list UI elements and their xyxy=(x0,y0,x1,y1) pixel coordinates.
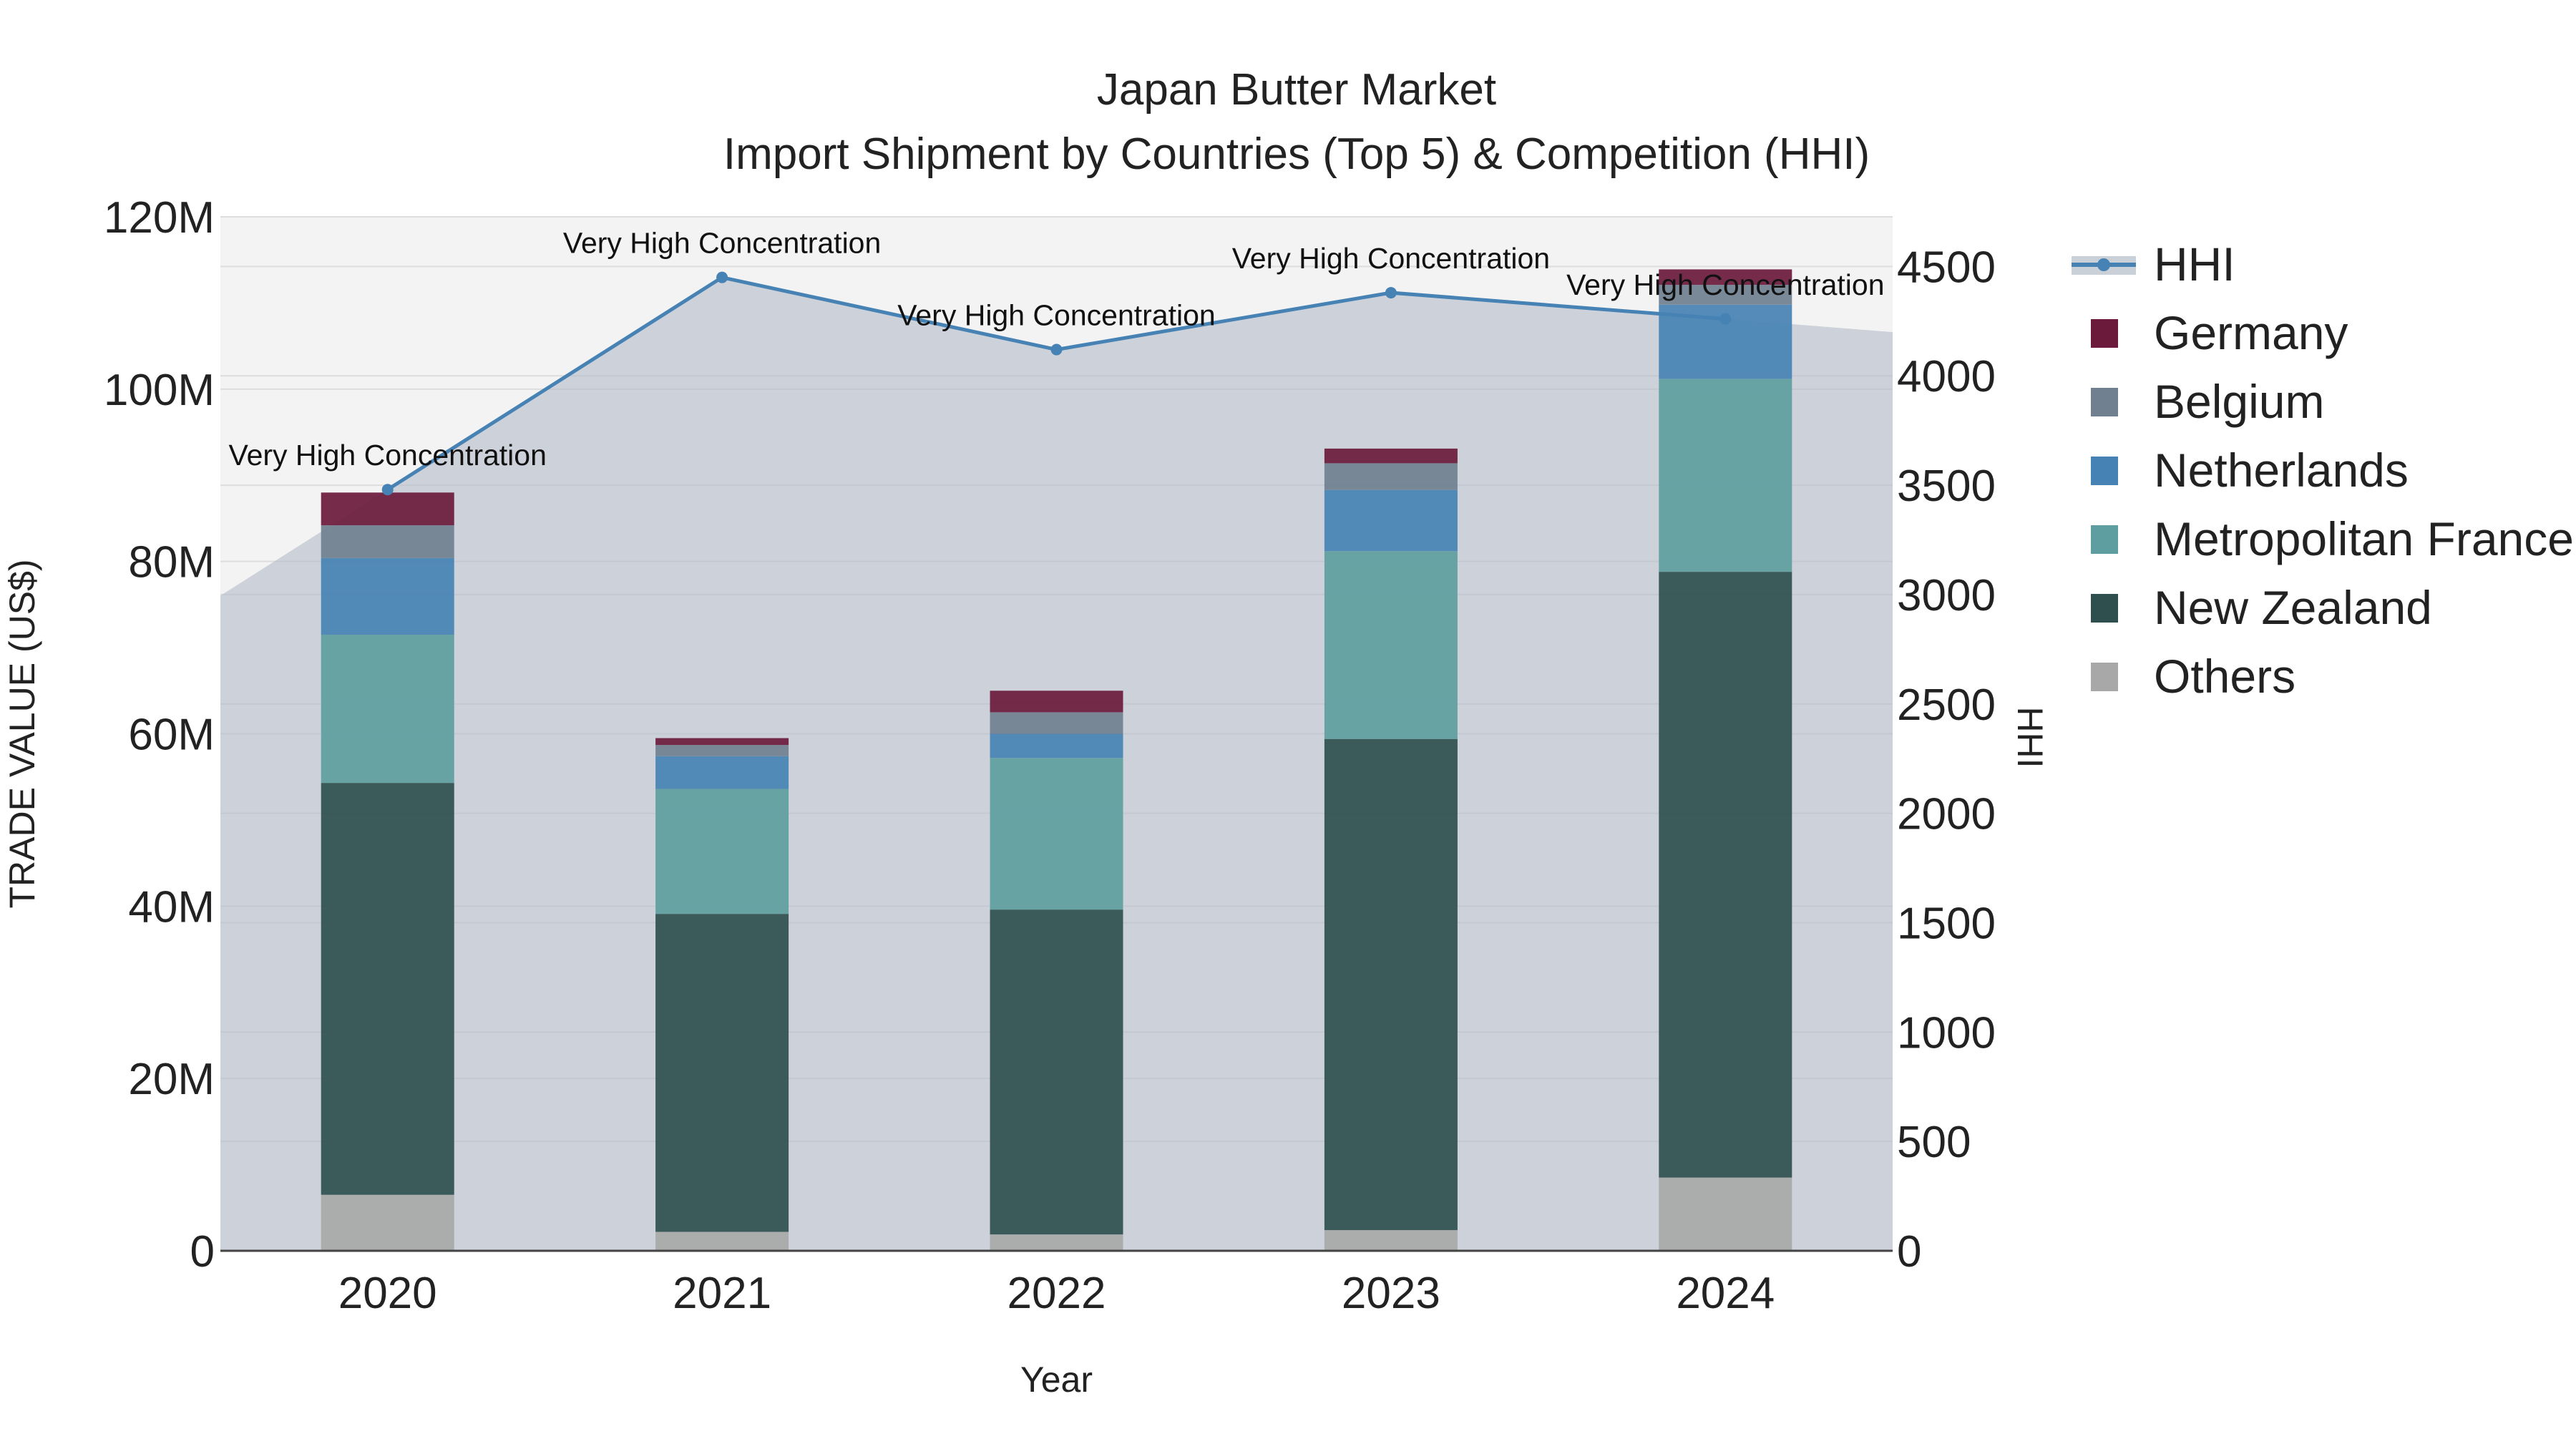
y2-tick-label: 4500 xyxy=(1897,243,1996,292)
bar-metropolitan-france-2022 xyxy=(990,758,1123,910)
bar-netherlands-2020 xyxy=(321,557,454,635)
bar-belgium-2020 xyxy=(321,525,454,558)
y2-tick-label: 3500 xyxy=(1897,462,1996,511)
bar-germany-2024 xyxy=(1659,269,1792,286)
legend-label-belgium: Belgium xyxy=(2154,375,2324,428)
x-tick-label: 2024 xyxy=(1676,1269,1775,1318)
y2-tick-label: 3000 xyxy=(1897,571,1996,620)
hhi-annotation: Very High Concentration xyxy=(1566,268,1884,301)
y2-tick-label: 1000 xyxy=(1897,1008,1996,1058)
bar-belgium-2021 xyxy=(655,745,789,756)
bar-new-zealand-2024 xyxy=(1659,572,1792,1178)
bar-others-2024 xyxy=(1659,1177,1792,1251)
bar-metropolitan-france-2023 xyxy=(1324,551,1458,739)
chart-title: Japan Butter Market xyxy=(1097,65,1496,114)
hhi-annotation: Very High Concentration xyxy=(228,439,546,472)
y2-tick-label: 2500 xyxy=(1897,680,1996,730)
y-tick-label: 20M xyxy=(128,1055,215,1104)
legend-swatch-belgium xyxy=(2091,388,2118,416)
legend-label-netherlands: Netherlands xyxy=(2154,444,2409,497)
bar-metropolitan-france-2024 xyxy=(1659,379,1792,572)
legend-label-germany: Germany xyxy=(2154,306,2348,359)
bar-new-zealand-2022 xyxy=(990,909,1123,1235)
bar-new-zealand-2023 xyxy=(1324,738,1458,1231)
bar-new-zealand-2021 xyxy=(655,914,789,1232)
y-tick-label: 40M xyxy=(128,882,215,932)
legend-label-hhi: HHI xyxy=(2154,238,2235,291)
x-tick-label: 2020 xyxy=(338,1269,437,1318)
bar-germany-2023 xyxy=(1324,448,1458,464)
y2-tick-label: 0 xyxy=(1897,1227,1921,1277)
y2-tick-label: 2000 xyxy=(1897,790,1996,839)
legend-swatch-others xyxy=(2091,663,2118,691)
bar-others-2020 xyxy=(321,1194,454,1251)
bar-others-2023 xyxy=(1324,1230,1458,1251)
legend-swatch-germany xyxy=(2091,319,2118,348)
legend-swatch-hhi-marker xyxy=(2097,258,2110,271)
x-tick-label: 2022 xyxy=(1008,1269,1106,1318)
legend-swatch-netherlands xyxy=(2091,457,2118,485)
bar-germany-2022 xyxy=(990,691,1123,713)
hhi-annotation: Very High Concentration xyxy=(563,227,881,260)
y2-axis-title: HHI xyxy=(2010,706,2050,768)
bar-metropolitan-france-2020 xyxy=(321,635,454,784)
y-tick-label: 120M xyxy=(104,193,215,243)
bar-netherlands-2023 xyxy=(1324,489,1458,552)
x-axis-title: Year xyxy=(1020,1360,1093,1400)
y-tick-label: 0 xyxy=(190,1227,215,1277)
hhi-annotation: Very High Concentration xyxy=(1232,242,1550,275)
y-axis-title: TRADE VALUE (US$) xyxy=(2,559,42,908)
bar-others-2022 xyxy=(990,1234,1123,1251)
legend-swatch-new-zealand xyxy=(2091,594,2118,623)
legend-label-others: Others xyxy=(2154,650,2296,703)
x-tick-label: 2023 xyxy=(1342,1269,1440,1318)
y2-tick-label: 4000 xyxy=(1897,352,1996,401)
x-tick-label: 2021 xyxy=(673,1269,771,1318)
y2-tick-label: 500 xyxy=(1897,1118,1971,1167)
legend-label-metropolitan-france: Metropolitan France xyxy=(2154,512,2574,565)
hhi-marker xyxy=(1719,313,1732,325)
bar-netherlands-2022 xyxy=(990,733,1123,758)
bar-germany-2021 xyxy=(655,738,789,746)
bar-belgium-2023 xyxy=(1324,463,1458,490)
y-tick-label: 80M xyxy=(128,538,215,587)
hhi-marker xyxy=(1050,343,1063,356)
hhi-annotation: Very High Concentration xyxy=(897,299,1215,332)
y-tick-label: 100M xyxy=(104,366,215,415)
hhi-marker xyxy=(716,271,728,283)
bar-new-zealand-2020 xyxy=(321,783,454,1195)
legend-label-new-zealand: New Zealand xyxy=(2154,581,2432,634)
y2-tick-label: 1500 xyxy=(1897,899,1996,948)
y-tick-label: 60M xyxy=(128,711,215,760)
bar-others-2021 xyxy=(655,1231,789,1251)
bar-netherlands-2021 xyxy=(655,756,789,789)
hhi-marker xyxy=(381,484,394,496)
legend-swatch-metropolitan-france xyxy=(2091,525,2118,554)
bar-metropolitan-france-2021 xyxy=(655,789,789,914)
bar-germany-2020 xyxy=(321,492,454,526)
hhi-marker xyxy=(1385,287,1397,299)
chart-subtitle: Import Shipment by Countries (Top 5) & C… xyxy=(723,130,1870,179)
bar-belgium-2024 xyxy=(1659,285,1792,305)
bar-belgium-2022 xyxy=(990,712,1123,734)
